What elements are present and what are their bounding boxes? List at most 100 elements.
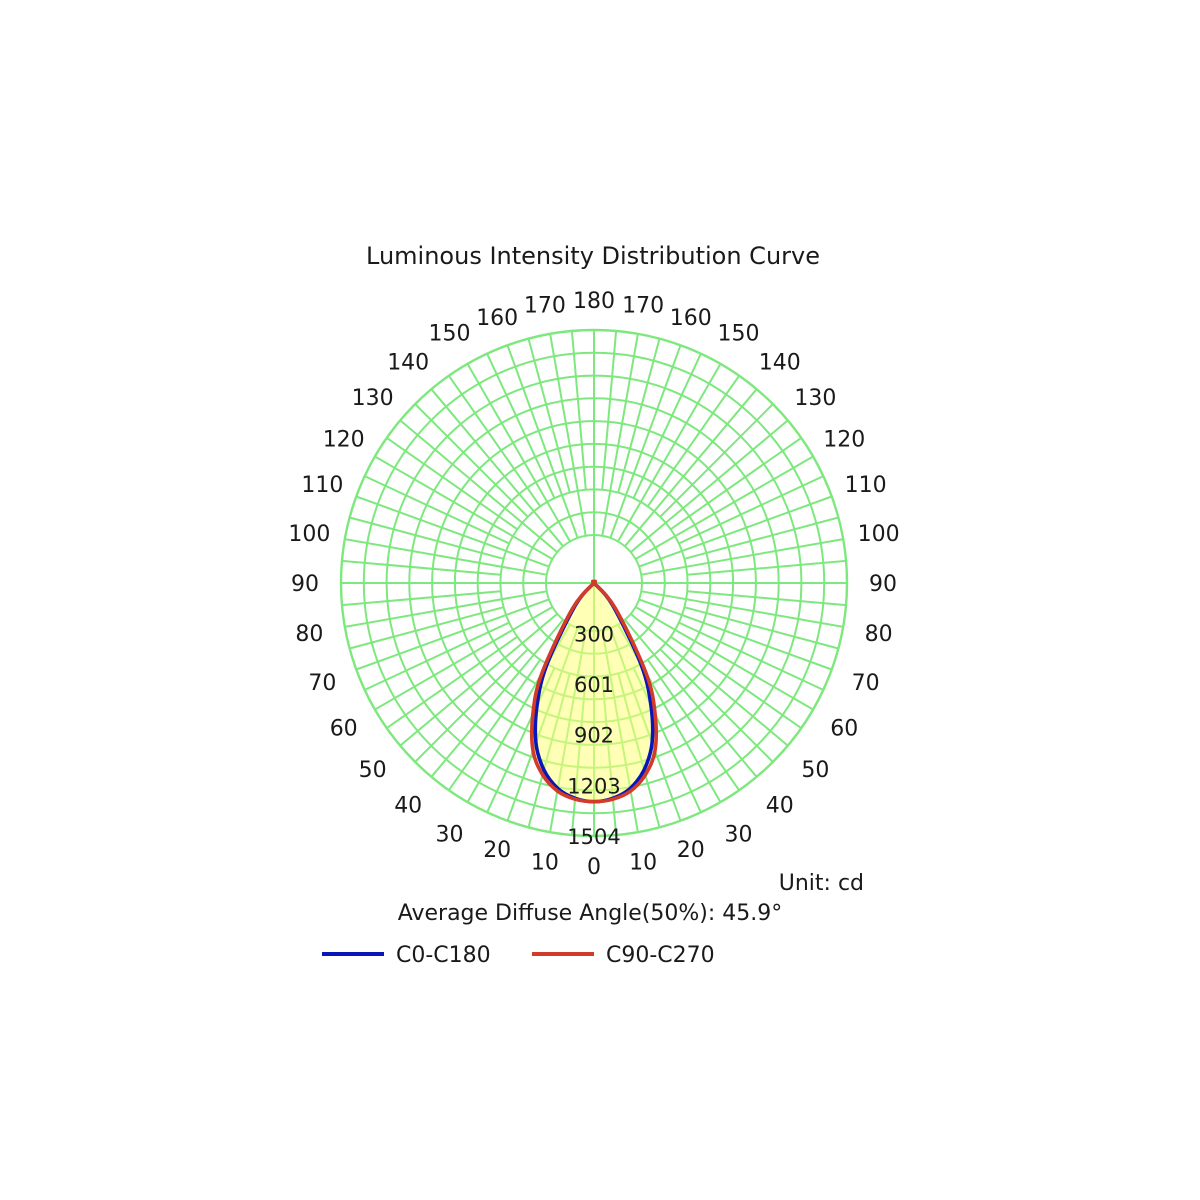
grid-spoke <box>386 635 518 729</box>
angle-tick-label: 130 <box>352 386 394 411</box>
grid-spoke <box>635 455 814 560</box>
angle-tick-label: 120 <box>823 428 865 453</box>
grid-spoke <box>355 495 550 568</box>
grid-spoke <box>632 353 702 499</box>
grid-spoke <box>414 648 529 763</box>
grid-spoke <box>430 619 564 778</box>
angle-tick-label: 140 <box>387 351 429 376</box>
grid-spoke <box>374 455 553 560</box>
angle-tick-label: 10 <box>629 851 657 876</box>
grid-spoke <box>630 419 789 553</box>
grid-spoke <box>670 635 802 729</box>
grid-spoke <box>374 606 553 711</box>
intensity-curves <box>529 579 659 804</box>
grid-spoke <box>364 621 510 691</box>
curve-fill <box>531 581 657 802</box>
angle-tick-label: 50 <box>801 758 829 783</box>
radial-tick-label: 1203 <box>567 774 620 798</box>
angle-tick-label: 80 <box>295 622 323 647</box>
legend-label: C90-C270 <box>606 943 715 968</box>
grid-spoke <box>609 344 682 539</box>
grid-spoke <box>448 375 542 507</box>
radial-tick-label: 601 <box>574 673 614 697</box>
angle-tick-label: 150 <box>718 322 760 347</box>
grid-spoke <box>670 437 802 531</box>
grid-spoke <box>687 590 847 607</box>
grid-spoke <box>641 538 844 576</box>
angle-tick-label: 160 <box>670 306 712 331</box>
grid-spoke <box>527 338 571 493</box>
grid-spoke <box>364 475 510 545</box>
angle-tick-label: 90 <box>291 572 319 597</box>
grid-spoke <box>659 403 774 518</box>
grid-spoke <box>601 333 639 536</box>
grid-spoke <box>430 388 564 547</box>
angle-tick-label: 100 <box>288 522 330 547</box>
angle-tick-label: 180 <box>573 289 615 314</box>
angle-tick-label: 120 <box>323 428 365 453</box>
grid-spoke <box>601 330 618 490</box>
grid-spoke <box>341 559 501 576</box>
angle-tick-label: 110 <box>301 473 343 498</box>
angle-tick-label: 160 <box>476 306 518 331</box>
grid-spoke <box>386 437 518 531</box>
angle-tick-labels: 0 101020203030404050506060707080809090100… <box>288 289 899 880</box>
angle-tick-label: 20 <box>677 838 705 863</box>
grid-spoke <box>638 598 833 671</box>
grid-spoke <box>617 363 722 542</box>
grid-spoke <box>617 338 661 493</box>
radial-tick-label: 902 <box>574 724 614 748</box>
grid-spoke <box>414 403 529 518</box>
grid-spoke <box>355 598 550 671</box>
grid-spoke <box>630 613 789 747</box>
angle-tick-label: 80 <box>865 622 893 647</box>
grid-spoke <box>549 333 587 536</box>
grid-spoke <box>349 516 504 560</box>
chart-title: Luminous Intensity Distribution Curve <box>366 242 820 270</box>
angle-tick-label: 170 <box>524 293 566 318</box>
grid-spoke <box>486 353 556 499</box>
grid-spoke <box>506 344 579 539</box>
unit-label: Unit: cd <box>779 871 864 896</box>
angle-tick-label: 150 <box>429 322 471 347</box>
angle-tick-label: 100 <box>858 522 900 547</box>
angle-tick-label: 60 <box>830 717 858 742</box>
grid-spoke <box>684 606 839 650</box>
angle-tick-label: 10 <box>531 851 559 876</box>
angle-tick-label: 170 <box>622 293 664 318</box>
angle-tick-label: 40 <box>394 793 422 818</box>
diffuse-angle-label: Average Diffuse Angle(50%): 45.9° <box>398 901 783 926</box>
angle-tick-label: 60 <box>330 717 358 742</box>
angle-tick-label: 70 <box>852 671 880 696</box>
grid-spoke <box>349 606 504 650</box>
grid-spoke <box>659 648 774 763</box>
angle-tick-label: 90 <box>869 572 897 597</box>
grid-spoke <box>448 659 542 791</box>
grid-spoke <box>466 363 571 542</box>
grid-spoke <box>344 538 547 576</box>
angle-tick-label: 140 <box>759 351 801 376</box>
grid-spoke <box>638 495 833 568</box>
grid-spoke <box>624 619 758 778</box>
grid-spoke <box>635 606 814 711</box>
grid-spoke <box>641 590 844 628</box>
angle-tick-label: 30 <box>436 822 464 847</box>
grid-spoke <box>678 475 824 545</box>
grid-spoke <box>570 330 587 490</box>
angle-tick-label: 130 <box>794 386 836 411</box>
angle-tick-label: 20 <box>483 838 511 863</box>
grid-spoke <box>684 516 839 560</box>
angle-tick-label: 40 <box>766 793 794 818</box>
radial-tick-label: 1504 <box>567 825 620 849</box>
grid-spoke <box>344 590 547 628</box>
grid-spoke <box>646 659 740 791</box>
legend-label: C0-C180 <box>396 943 491 968</box>
radial-tick-labels: 300 601 902 1203 1504 <box>567 623 620 850</box>
grid-spoke <box>624 388 758 547</box>
grid-spoke <box>687 559 847 576</box>
grid-spoke <box>399 613 558 747</box>
grid-spoke <box>399 419 558 553</box>
grid-spoke <box>341 590 501 607</box>
angle-tick-label: 0 <box>587 855 601 880</box>
angle-tick-label: 110 <box>845 473 887 498</box>
